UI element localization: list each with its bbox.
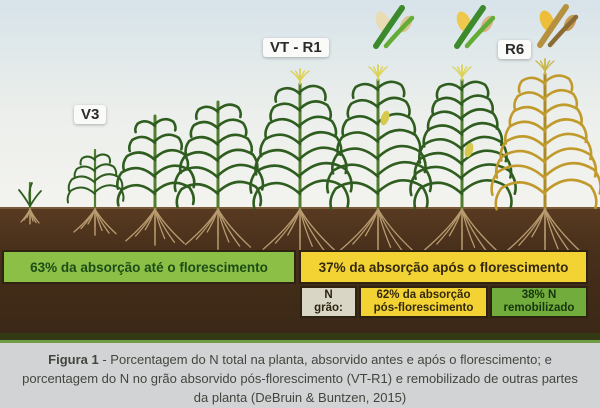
figure-caption: Figura 1 - Porcentagem do N total na pla… (0, 343, 600, 408)
remobilized-line2: remobilizado (503, 302, 575, 314)
post-flowering-line1: 62% da absorção (376, 289, 471, 302)
bar-absorption-after-flowering: 37% da absorção após o florescimento (299, 250, 588, 284)
post-flowering-line2: pós-florescimento (373, 302, 474, 314)
grain-n-line1: N (324, 289, 333, 302)
corn-plants-illustration (18, 4, 600, 259)
figure-caption-text: - Porcentagem do N total na planta, abso… (22, 352, 578, 405)
box-n-remobilized: 38% N remobilizado (490, 286, 588, 318)
grain-n-line2: grão: (314, 302, 343, 314)
stage-label-r6: R6 (498, 40, 532, 59)
remobilized-line1: 38% N (521, 289, 557, 302)
stage-label-v3: V3 (74, 105, 107, 124)
figure-caption-number: Figura 1 (48, 352, 99, 367)
bar-absorption-before-flowering: 63% da absorção até o florescimento (2, 250, 296, 284)
dark-soil-band (0, 333, 600, 340)
box-grain-n-label: N grão: (300, 286, 357, 318)
green-divider-line (0, 340, 600, 343)
stage-label-vt-r1: VT - R1 (263, 38, 329, 57)
box-post-flowering-absorption: 62% da absorção pós-florescimento (359, 286, 488, 318)
